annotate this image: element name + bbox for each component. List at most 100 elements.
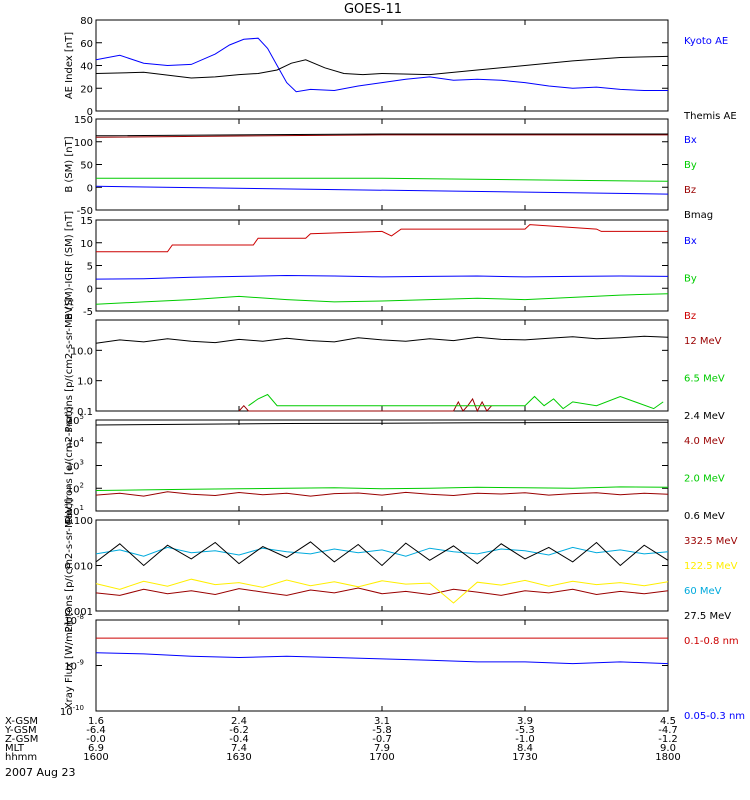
y-axis-label: B (SM) [nT] (64, 136, 75, 192)
series-line (95, 541, 669, 567)
time-row-name: Z-GSM (5, 734, 38, 745)
legend-label: 0.1-0.8 nm (684, 636, 739, 647)
time-row-value: 2.4 (231, 716, 247, 727)
time-row-name: X-GSM (5, 716, 38, 727)
time-row-value: 1.6 (88, 716, 104, 727)
legend-label: 332.5 MeV (684, 536, 738, 547)
panel-frame (95, 19, 669, 112)
time-row-value: -1.0 (515, 734, 535, 745)
time-row-value: -0.7 (372, 734, 392, 745)
y-axis-label: Electrons [e/(cm2-s-sr)] (64, 406, 75, 524)
time-row-value: 9.0 (660, 743, 676, 754)
y-axis-label: Protons [p/(cm2-s-sr-MeV)] (64, 298, 75, 432)
series-line (95, 185, 669, 195)
legend-label: Bx (684, 135, 697, 146)
legend-label: Kyoto AE (684, 36, 728, 47)
time-row-value: 7.4 (231, 743, 247, 754)
legend-label: Bx (684, 236, 697, 247)
time-row-value: -6.2 (229, 725, 249, 736)
series-line (95, 578, 669, 604)
series-line (248, 393, 664, 410)
y-tick-label: -50 (77, 206, 93, 217)
series-line (95, 546, 669, 557)
legend-label: 4.0 MeV (684, 436, 725, 447)
time-row-value: -5.3 (515, 725, 535, 736)
y-tick-label: 15 (80, 216, 93, 227)
legend-label: 27.5 MeV (684, 611, 731, 622)
panel-bres: -5 0 5 10 15 B (SM)-IGRF (SM) [nT] Bx By Bz (64, 211, 697, 322)
panel-frame (95, 319, 669, 412)
time-row-value: 4.5 (660, 716, 676, 727)
legend-label: Bmag (684, 210, 713, 221)
y-tick-label: 0 (87, 107, 93, 118)
time-row-value: 8.4 (517, 743, 533, 754)
series-line (238, 397, 492, 413)
y-tick-label: 0 (87, 183, 93, 194)
time-row-value: 1630 (226, 752, 251, 763)
y-tick-label: 80 (80, 16, 93, 27)
legend-label: 60 MeV (684, 586, 722, 597)
time-row-value: 7.9 (374, 743, 390, 754)
series-line (95, 55, 669, 79)
series-line (96, 177, 669, 182)
series-line (95, 587, 669, 596)
legend-label: 12 MeV (684, 336, 722, 347)
chart-title: GOES-11 (344, 2, 402, 17)
time-row-value: 3.9 (517, 716, 533, 727)
series-line (95, 293, 669, 305)
legend-label: Bz (684, 311, 696, 322)
time-row-value: -1.2 (658, 734, 678, 745)
legend-label: 2.0 MeV (684, 474, 725, 485)
y-tick-label: -5 (83, 307, 93, 318)
series-line (95, 335, 669, 344)
panel-frame (95, 419, 669, 512)
series-line (95, 421, 669, 426)
series-line (95, 652, 669, 665)
time-row-value: 1600 (83, 752, 108, 763)
time-axis-labels: X-GSM 1.6 2.4 3.1 3.9 4.5 Y-GSM -6.4 -6.2 -5.8 -5.… (4, 716, 681, 763)
y-tick-label: 5 (87, 262, 93, 273)
y-axis-label: B (SM)-IGRF (SM) [nT] (64, 211, 75, 320)
legend-label: 0.6 MeV (684, 511, 725, 522)
time-row-value: 3.1 (374, 716, 390, 727)
y-axis-label: Protons [p/(cm2-s-sr-MeV)] (64, 498, 75, 632)
legend-label: Themis AE (683, 111, 737, 122)
time-row-value: 1800 (655, 752, 680, 763)
y-tick-label: 50 (80, 161, 93, 172)
series-line (95, 486, 669, 491)
y-tick-label: 1.0 (77, 377, 93, 388)
time-row-name: Y-GSM (4, 725, 37, 736)
time-row-value: 6.9 (88, 743, 104, 754)
legend-label: By (684, 160, 697, 171)
legend-label: 2.4 MeV (684, 411, 725, 422)
time-row-value: -4.7 (658, 725, 678, 736)
legend-label: 6.5 MeV (684, 374, 725, 385)
legend-label: 122.5 MeV (684, 561, 738, 572)
y-tick-label: 0.100 (64, 516, 93, 527)
panel-ae: 0 20 40 60 80 AE Index [nT] Kyoto AE Themis AE (64, 16, 737, 122)
time-row-value: -0.4 (229, 734, 249, 745)
legend-label: Bz (684, 185, 696, 196)
time-row-value: -0.0 (86, 734, 106, 745)
y-tick-label: 40 (80, 62, 93, 73)
time-row-value: 1730 (512, 752, 537, 763)
y-axis-label: AE Index [nT] (64, 32, 75, 99)
y-tick-label: 150 (74, 115, 93, 126)
panel-frame (95, 619, 669, 712)
y-tick-label: 0 (87, 284, 93, 295)
y-tick-label: 0.010 (64, 562, 93, 573)
series-line (95, 274, 669, 280)
y-tick-label: 0.001 (64, 607, 93, 618)
date-label: 2007 Aug 23 (5, 766, 75, 779)
time-row-name: MLT (5, 743, 25, 754)
series-line (96, 224, 668, 253)
series-line (95, 134, 668, 138)
time-row-value: -6.4 (86, 725, 106, 736)
series-line (95, 133, 668, 137)
